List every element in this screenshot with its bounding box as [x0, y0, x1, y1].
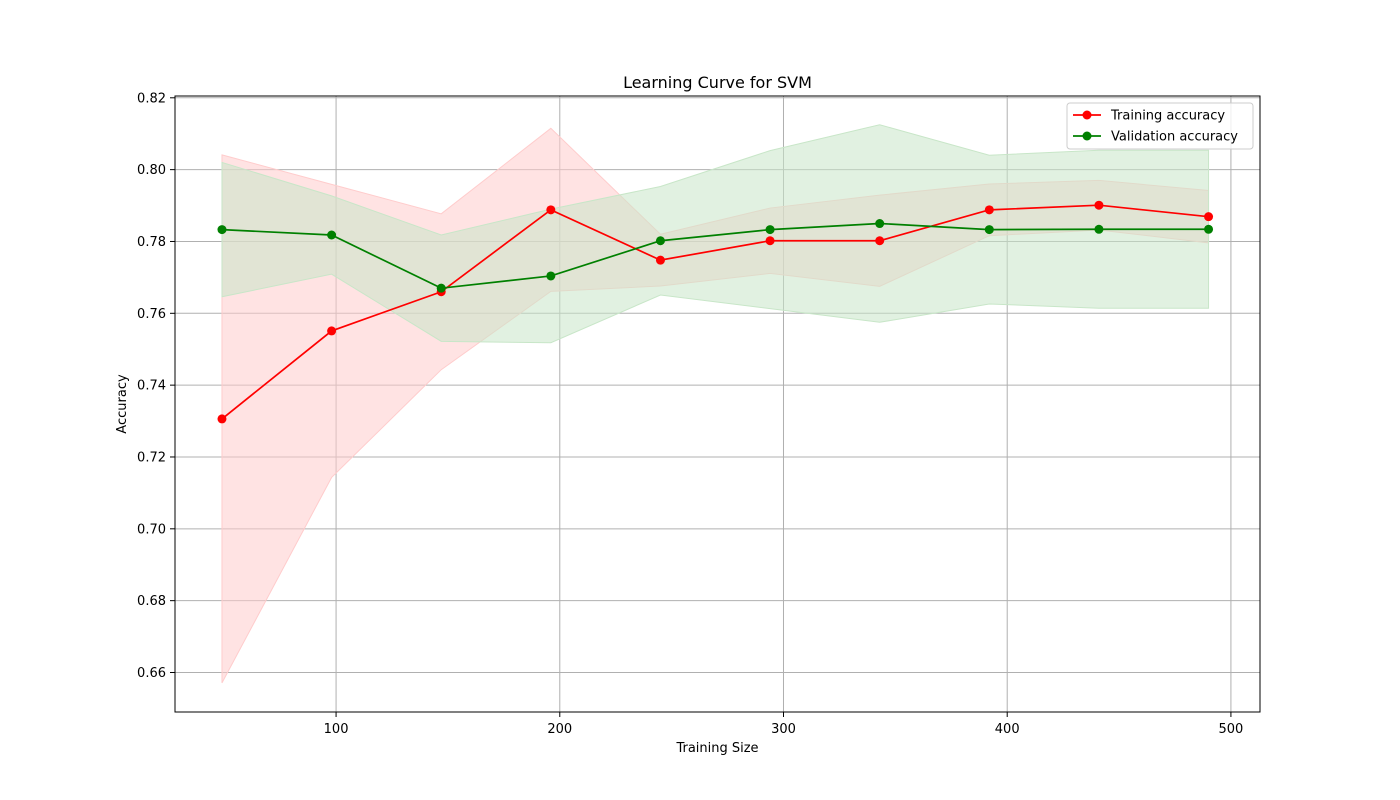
data-point-training: [327, 326, 337, 336]
legend-marker-sample: [1082, 110, 1092, 120]
axis-ticks: 100 200 300 400 500 0.66 0.68 0.70 0.72 0.74 0.76 0…: [137, 91, 1243, 737]
data-point-training: [984, 205, 994, 215]
y-tick-label: 0.66: [137, 666, 166, 681]
confidence-bands: [221, 124, 1210, 684]
confidence-band-validation: [221, 124, 1210, 344]
data-point-validation: [546, 271, 556, 281]
legend-entry-label: Validation accuracy: [1111, 130, 1238, 145]
x-tick-label: 500: [1219, 722, 1244, 737]
y-tick-label: 0.80: [137, 163, 166, 178]
x-tick-label: 200: [547, 722, 572, 737]
legend-marker-sample: [1082, 131, 1092, 141]
data-point-validation: [217, 225, 227, 235]
x-tick-label: 400: [995, 722, 1020, 737]
x-axis-label: Training Size: [675, 741, 758, 756]
data-point-training: [546, 205, 556, 215]
data-point-validation: [436, 283, 446, 293]
series-lines: [221, 204, 1209, 420]
data-point-training: [875, 236, 885, 246]
data-point-validation: [327, 230, 337, 240]
y-tick-label: 0.82: [137, 91, 166, 106]
y-tick-label: 0.68: [137, 594, 166, 609]
plot-frame: [174, 95, 1261, 713]
y-tick-label: 0.72: [137, 450, 166, 465]
series-line-training: [221, 204, 1209, 420]
legend-entry-label: Training accuracy: [1110, 109, 1225, 124]
data-point-training: [1094, 200, 1104, 210]
y-tick-label: 0.74: [137, 379, 166, 394]
y-axis-label: Accuracy: [115, 374, 130, 434]
legend-box: [1066, 102, 1254, 150]
data-point-training: [1204, 212, 1214, 222]
legend: Training accuracy Validation accuracy: [1066, 102, 1254, 150]
x-tick-label: 100: [324, 722, 349, 737]
data-point-validation: [875, 219, 885, 229]
series-markers: [217, 200, 1214, 424]
data-point-validation: [1094, 224, 1104, 234]
y-tick-label: 0.70: [137, 522, 166, 537]
chart-title: Learning Curve for SVM: [623, 73, 812, 92]
data-point-validation: [984, 225, 994, 235]
data-point-training: [217, 414, 227, 424]
data-point-training: [765, 236, 775, 246]
data-point-validation: [1204, 224, 1214, 234]
data-point-validation: [765, 225, 775, 235]
data-point-training: [655, 255, 665, 265]
y-tick-label: 0.76: [137, 307, 166, 322]
data-point-validation: [655, 236, 665, 246]
y-tick-label: 0.78: [137, 235, 166, 250]
x-tick-label: 300: [771, 722, 796, 737]
series-line-validation: [221, 222, 1209, 290]
